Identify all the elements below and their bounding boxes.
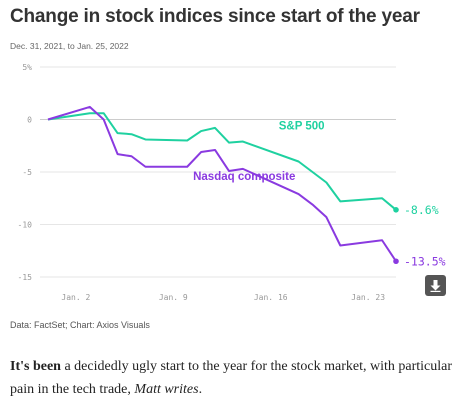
y-axis: 5% 0 -5 -10 -15 xyxy=(18,63,33,282)
lead-text: It's been xyxy=(10,359,61,374)
body-text: a decidedly ugly start to the year for t… xyxy=(10,359,453,397)
y-tick-label: -15 xyxy=(18,273,33,282)
body-end: . xyxy=(198,382,203,397)
x-axis: Jan. 2 Jan. 9 Jan. 16 Jan. 23 xyxy=(61,293,385,302)
chart-series xyxy=(47,105,399,265)
y-tick-label: 0 xyxy=(27,116,32,125)
y-tick-label: 5% xyxy=(22,63,32,72)
download-button[interactable] xyxy=(425,275,446,296)
x-tick-label: Jan. 9 xyxy=(159,293,188,302)
series-endpoint-1 xyxy=(393,258,399,265)
series-label-sp500: S&P 500 xyxy=(279,121,325,133)
chart-source: Data: FactSet; Chart: Axios Visuals xyxy=(10,320,150,330)
x-tick-label: Jan. 16 xyxy=(254,293,288,302)
series-line-1 xyxy=(47,105,397,262)
series-label-nasdaq: Nasdaq composite xyxy=(193,171,295,183)
series-line-0 xyxy=(47,112,397,211)
chart-subtitle: Dec. 31, 2021, to Jan. 25, 2022 xyxy=(10,41,129,51)
series-endpoint-0 xyxy=(393,207,399,213)
author-credit: Matt writes xyxy=(134,382,199,397)
chart-labels: -8.6% S&P 500 -13.5% Nasdaq composite xyxy=(193,121,445,269)
y-tick-label: -5 xyxy=(22,168,32,177)
download-arrow-icon xyxy=(430,279,441,292)
chart-title: Change in stock indices since start of t… xyxy=(10,6,420,27)
stock-indices-chart: 5% 0 -5 -10 -15 Jan. 2 Jan. 9 Jan. 16 Jan. 23 -… xyxy=(18,63,446,302)
series-end-label-0: -8.6% xyxy=(404,203,439,217)
article-paragraph: It's been a decidedly ugly start to the … xyxy=(10,355,456,401)
chart-grid xyxy=(40,66,396,278)
x-tick-label: Jan. 2 xyxy=(61,293,90,302)
y-tick-label: -10 xyxy=(18,221,33,230)
series-end-label-1: -13.5% xyxy=(404,254,446,268)
x-tick-label: Jan. 23 xyxy=(351,293,385,302)
